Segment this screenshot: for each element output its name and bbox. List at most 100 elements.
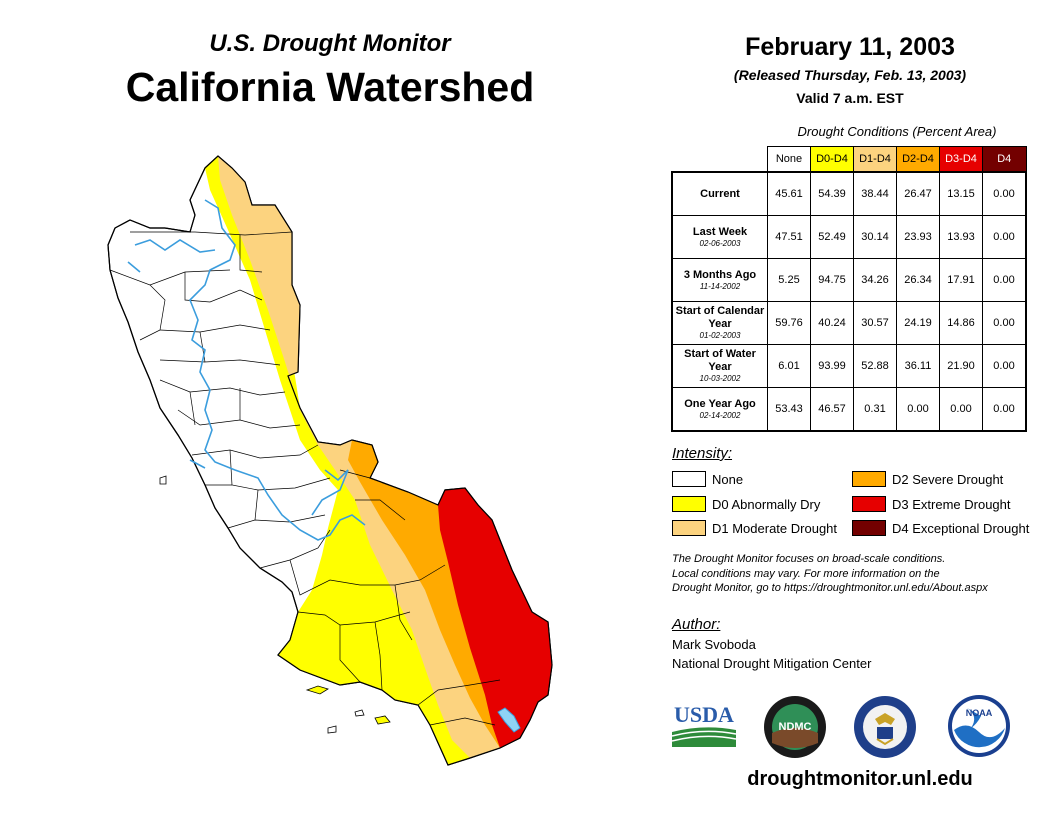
legend-item-d1: D1 Moderate Drought — [672, 518, 837, 538]
row-label-text: Start of Calendar Year — [675, 305, 765, 330]
legend-label: D4 Exceptional Drought — [892, 520, 1030, 536]
table-row: One Year Ago 02-14-2002 53.43 46.57 0.31 … — [671, 387, 1027, 432]
table-cell: 38.44 — [853, 171, 897, 216]
usda-logo: USDA — [671, 702, 737, 747]
table-cell: 24.19 — [896, 301, 940, 345]
table-cell: 36.11 — [896, 344, 940, 388]
row-date: 02-06-2003 — [699, 238, 741, 248]
legend-item-d4: D4 Exceptional Drought — [852, 518, 1029, 538]
conditions-table: None D0-D4 D1-D4 D2-D4 D3-D4 D4 Current … — [671, 146, 1027, 432]
author-org: National Drought Mitigation Center — [672, 656, 872, 671]
legend-label: D1 Moderate Drought — [712, 520, 838, 536]
table-cell: 0.31 — [853, 387, 897, 432]
d3-area — [438, 488, 552, 748]
row-date: 11-14-2002 — [699, 281, 741, 291]
commerce-seal-logo — [854, 696, 916, 758]
row-label-text: 3 Months Ago — [683, 268, 757, 281]
rivers — [127, 199, 366, 541]
legend-label: None — [712, 471, 744, 487]
table-cell: 59.76 — [767, 301, 811, 345]
row-label-text: One Year Ago — [684, 397, 756, 410]
table-cell: 17.91 — [939, 258, 983, 302]
legend-swatch — [672, 496, 706, 512]
note-line: The Drought Monitor focuses on broad-sca… — [672, 553, 946, 565]
row-label: Last Week 02-06-2003 — [671, 215, 768, 259]
col-header-d2-d4: D2-D4 — [896, 146, 940, 173]
table-row: Last Week 02-06-2003 47.51 52.49 30.14 23… — [671, 215, 1027, 259]
table-cell: 0.00 — [982, 301, 1027, 345]
table-cell: 14.86 — [939, 301, 983, 345]
note-line: Local conditions may vary. For more info… — [672, 567, 940, 580]
noaa-logo: NOAA — [948, 695, 1010, 757]
row-label: Current — [671, 171, 768, 216]
table-cell: 6.01 — [767, 344, 811, 388]
legend-item-none: None — [672, 469, 743, 489]
table-cell: 53.43 — [767, 387, 811, 432]
table-cell: 0.00 — [939, 387, 983, 432]
table-cell: 45.61 — [767, 171, 811, 216]
row-label: Start of Calendar Year 01-02-2003 — [671, 301, 768, 345]
table-row: Start of Calendar Year 01-02-2003 59.76 4… — [671, 301, 1027, 345]
map-subtitle: U.S. Drought Monitor — [209, 30, 451, 57]
legend-item-d3: D3 Extreme Drought — [852, 494, 1011, 514]
table-cell: 30.57 — [853, 301, 897, 345]
basin-boundaries — [109, 231, 501, 726]
table-cell: 40.24 — [810, 301, 854, 345]
col-header-d4: D4 — [982, 146, 1027, 173]
map-date: February 11, 2003 — [745, 33, 955, 61]
legend-swatch — [852, 496, 886, 512]
salton-sea-lake — [497, 707, 521, 733]
row-label-text: Start of Water Year — [684, 348, 756, 373]
disclaimer-note: The Drought Monitor focuses on broad-sca… — [672, 552, 1052, 596]
noaa-logo-text: NOAA — [966, 708, 993, 718]
legend-swatch — [852, 471, 886, 487]
table-cell: 0.00 — [982, 258, 1027, 302]
ndmc-logo: NDMC — [764, 696, 826, 758]
table-cell: 54.39 — [810, 171, 854, 216]
row-date: 01-02-2003 — [699, 331, 741, 340]
table-cell: 52.49 — [810, 215, 854, 259]
table-cell: 34.26 — [853, 258, 897, 302]
legend-swatch — [852, 520, 886, 536]
conditions-header-row: None D0-D4 D1-D4 D2-D4 D3-D4 D4 — [672, 146, 1027, 173]
map-title: California Watershed — [125, 64, 535, 110]
table-row: 3 Months Ago 11-14-2002 5.25 94.75 34.26 … — [671, 258, 1027, 302]
channel-islands — [159, 475, 391, 734]
table-cell: 5.25 — [767, 258, 811, 302]
california-watershed-map — [107, 155, 553, 766]
table-cell: 0.00 — [896, 387, 940, 432]
table-cell: 52.88 — [853, 344, 897, 388]
row-label: 3 Months Ago 11-14-2002 — [671, 258, 768, 302]
ndmc-logo-text: NDMC — [779, 721, 812, 733]
legend-swatch — [672, 471, 706, 487]
author-name: Mark Svoboda — [672, 637, 756, 652]
table-cell: 26.47 — [896, 171, 940, 216]
footer-url[interactable]: droughtmonitor.unl.edu — [747, 768, 973, 790]
table-row: Current 45.61 54.39 38.44 26.47 13.15 0.… — [671, 171, 1027, 216]
author-title: Author: — [672, 616, 721, 633]
conditions-caption: Drought Conditions (Percent Area) — [797, 124, 997, 139]
table-cell: 0.00 — [982, 215, 1027, 259]
legend-swatch — [672, 520, 706, 536]
col-header-d0-d4: D0-D4 — [810, 146, 854, 173]
row-label-text: Current — [700, 187, 740, 200]
table-cell: 0.00 — [982, 171, 1027, 216]
legend-label: D2 Severe Drought — [892, 471, 1004, 487]
table-cell: 0.00 — [982, 344, 1027, 388]
legend-item-d0: D0 Abnormally Dry — [672, 494, 820, 514]
legend-item-d2: D2 Severe Drought — [852, 469, 1003, 489]
usda-logo-text: USDA — [674, 702, 734, 727]
col-header-none: None — [767, 146, 811, 173]
note-line: Drought Monitor, go to https://droughtmo… — [672, 582, 988, 594]
table-cell: 93.99 — [810, 344, 854, 388]
table-row: Start of Water Year 10-03-2002 6.01 93.99… — [671, 344, 1027, 388]
table-cell: 13.93 — [939, 215, 983, 259]
row-date: 10-03-2002 — [699, 374, 741, 383]
row-label: Start of Water Year 10-03-2002 — [671, 344, 768, 388]
col-header-d1-d4: D1-D4 — [853, 146, 897, 173]
row-date: 02-14-2002 — [699, 410, 741, 420]
row-label: One Year Ago 02-14-2002 — [671, 387, 768, 432]
header-blank-cell — [672, 147, 768, 173]
table-cell: 26.34 — [896, 258, 940, 302]
table-cell: 0.00 — [982, 387, 1027, 432]
